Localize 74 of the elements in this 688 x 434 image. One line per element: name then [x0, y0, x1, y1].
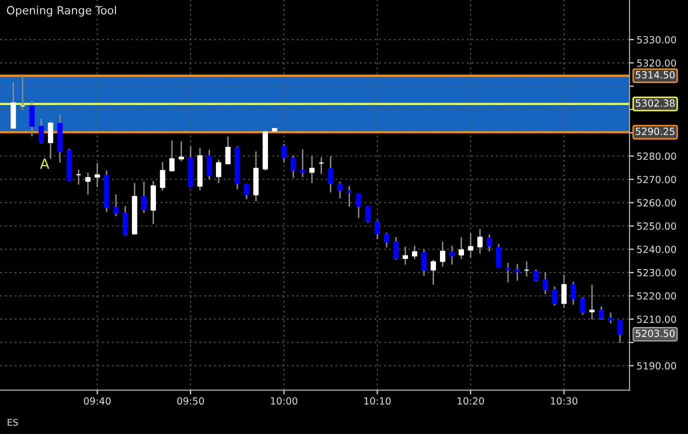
candlestick [216, 158, 222, 184]
candlestick [486, 234, 492, 252]
x-tick-label: 09:40 [84, 397, 111, 405]
candlestick [94, 162, 100, 188]
candlestick [402, 246, 408, 266]
candlestick [458, 236, 464, 260]
x-tick-label: 09:50 [177, 397, 204, 405]
y-tick-label: 5270.00 [637, 176, 676, 184]
text: ES [8, 418, 18, 426]
candlestick [421, 249, 427, 276]
candlestick [85, 172, 91, 196]
candlestick [365, 206, 371, 224]
y-tick-label: 5190.00 [637, 362, 676, 370]
candlestick [598, 306, 604, 320]
candlestick [225, 136, 231, 164]
candlestick [496, 243, 502, 268]
text: Opening Range Tool [6, 6, 116, 17]
candlestick [533, 268, 539, 282]
x-tick-label: 10:10 [364, 397, 391, 405]
candlestick [309, 154, 315, 184]
candlestick [122, 205, 128, 236]
y-tick-label: 5230.00 [637, 269, 676, 276]
candlestick [542, 272, 548, 295]
candlestick [300, 148, 306, 178]
x-tick-label: 10:20 [458, 397, 484, 405]
candlestick [29, 100, 35, 137]
candlestick [617, 320, 623, 344]
y-tick-label: 5280.00 [637, 152, 676, 160]
candlestick [468, 232, 474, 258]
candlestick [290, 154, 296, 178]
candlestick [384, 232, 390, 248]
y-tick-label: 5220.00 [637, 292, 676, 300]
candlestick [160, 161, 166, 192]
candlestick [440, 241, 446, 268]
annotation: A [40, 158, 50, 169]
candlestick [374, 219, 380, 240]
candlestick [141, 180, 147, 214]
candlestick [449, 245, 455, 266]
candlestick [514, 263, 520, 282]
ref-line-label: 5314.50 [636, 71, 675, 79]
candlestick [561, 274, 567, 309]
candlestick [412, 245, 418, 260]
text: 5203.50 [636, 330, 675, 338]
candlestick [608, 312, 614, 324]
candlestick [356, 193, 362, 219]
y-tick-label: 5260.00 [637, 199, 676, 206]
x-tick-label: 10:30 [551, 397, 578, 405]
candlestick [328, 155, 334, 194]
candlestick [244, 183, 250, 200]
candlestick [580, 296, 586, 316]
candlestick [178, 140, 184, 162]
ref-line-label: 5290.25 [636, 128, 674, 136]
candlestick [430, 259, 436, 286]
candlestick [113, 194, 119, 217]
y-tick-label: 5320.00 [637, 59, 676, 67]
candlestick [505, 262, 511, 284]
ref-line-label: 5302.38 [636, 99, 675, 107]
candlestick [570, 281, 576, 306]
candlestick [552, 286, 558, 306]
y-tick-label: 5330.00 [637, 36, 676, 44]
candlestick [589, 284, 595, 320]
candlestick [346, 185, 352, 208]
candlestick [393, 236, 399, 260]
y-tick-label: 5210.00 [637, 316, 676, 323]
x-tick-label: 10:00 [271, 397, 298, 405]
y-tick-label: 5240.00 [637, 246, 676, 254]
candlestick [48, 120, 54, 160]
candlestick [38, 118, 44, 144]
candlestick [337, 180, 343, 200]
candlestick [169, 140, 175, 172]
candlestick [281, 143, 287, 164]
candlestick [206, 149, 212, 180]
candlestick [477, 228, 483, 254]
y-tick-label: 5250.00 [637, 222, 676, 230]
